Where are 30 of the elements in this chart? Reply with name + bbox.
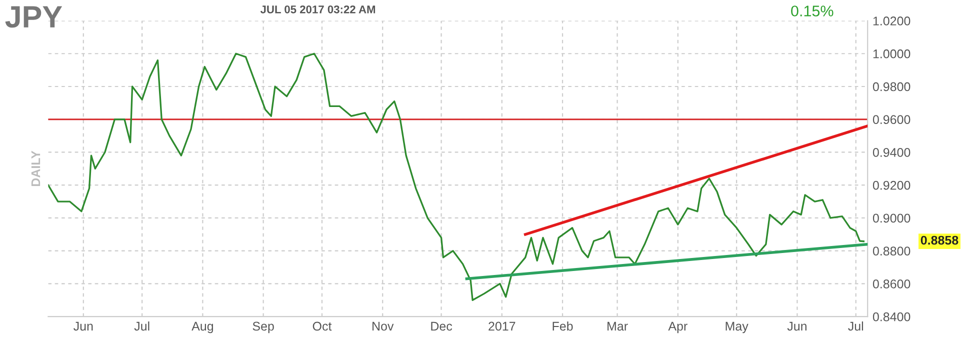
y-tick-label: 0.9200 [872,180,910,190]
x-tick-label: Sep [252,322,274,334]
line-series [48,52,865,301]
y-tick-label: 0.9600 [872,115,910,124]
x-tick-label: Jun [787,322,806,331]
x-tick-label: Apr [668,322,688,334]
x-tick-label: May [726,322,748,334]
y-tick-label: 0.9000 [872,214,910,223]
y-tick-label: 0.9400 [872,148,910,157]
x-tick-label: Jul [848,321,864,331]
y-tick-label: 0.8600 [872,280,910,288]
y-tick-label: 0.8400 [872,312,910,322]
y-tick-label: 0.9800 [872,82,910,92]
x-tick-label: Jun [74,322,93,331]
x-tick-label: Oct [312,322,332,331]
x-tick-label: Jul [134,321,150,331]
x-tick-label: Mar [608,322,628,331]
chart-title: JPY [5,6,62,28]
x-tick-label: Dec [431,322,452,331]
x-tick-label: Aug [192,322,214,334]
text: 0.15% [791,6,834,16]
x-tick-label: 2017 [488,322,516,331]
y-tick-label: 1.0200 [873,16,910,26]
chart-subtitle: JUL 05 2017 03:22 AM [260,5,376,14]
x-tick-label: Nov [372,322,394,331]
y-tick-label: 0.8800 [872,246,910,256]
y-tick-label: 1.0000 [873,49,910,58]
x-tick-label: Feb [552,321,573,331]
y-axis-title: DAILY [31,150,40,186]
text: 0.8858 [920,236,958,245]
